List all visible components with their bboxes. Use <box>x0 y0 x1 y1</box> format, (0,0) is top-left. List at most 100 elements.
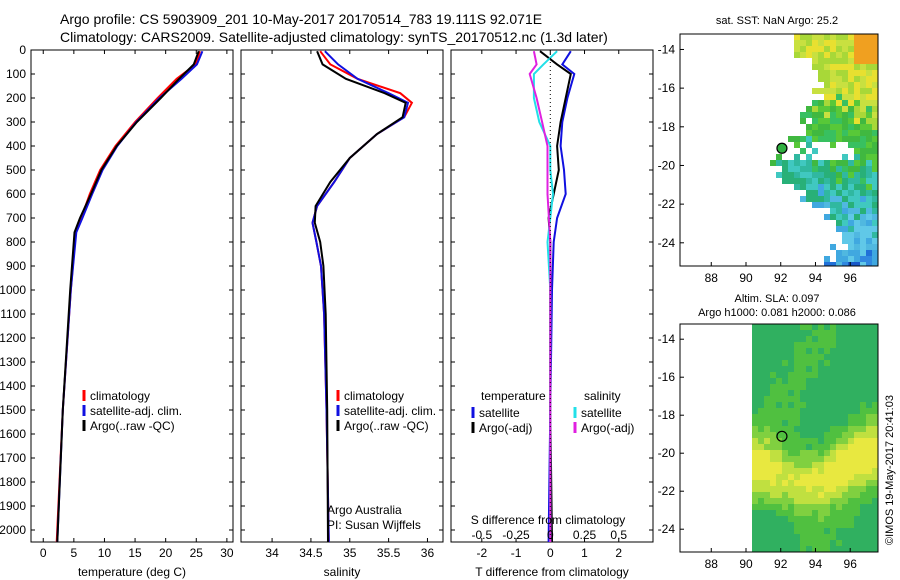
heatmap-cell <box>836 474 842 480</box>
heatmap-cell <box>818 100 824 106</box>
heatmap-cell <box>752 360 758 366</box>
heatmap-cell <box>800 136 806 142</box>
heatmap-cell <box>758 474 764 480</box>
y-tick-label: 1300 <box>0 355 26 369</box>
heatmap-cell <box>824 214 830 220</box>
heatmap-cell <box>776 330 782 336</box>
heatmap-cell <box>842 52 848 58</box>
heatmap-cell <box>854 504 860 510</box>
map-frame <box>679 323 879 553</box>
heatmap-cell <box>818 76 824 82</box>
heatmap-cell <box>830 426 836 432</box>
heatmap-cell <box>800 510 806 516</box>
legend-label: Argo(..raw -QC) <box>90 419 175 433</box>
heatmap-cell <box>854 214 860 220</box>
y-tick-label: 900 <box>6 259 26 273</box>
heatmap-cell <box>830 262 836 266</box>
heatmap-cell <box>854 238 860 244</box>
heatmap-cell <box>854 456 860 462</box>
heatmap-cell <box>776 324 782 330</box>
heatmap-cell <box>794 480 800 486</box>
y-tick-label: -18 <box>658 120 676 134</box>
heatmap-cell <box>854 516 860 522</box>
heatmap-cell <box>830 396 836 402</box>
heatmap-cell <box>752 330 758 336</box>
heatmap-cell <box>752 384 758 390</box>
plot-frame <box>240 49 444 543</box>
heatmap-cell <box>812 202 818 208</box>
heatmap-cell <box>806 324 812 330</box>
heatmap-cell <box>806 402 812 408</box>
heatmap-cell <box>806 360 812 366</box>
plot-frame <box>30 49 234 543</box>
heatmap-cell <box>842 166 848 172</box>
heatmap-cell <box>812 468 818 474</box>
heatmap-cell <box>866 522 872 528</box>
series-line-argo---raw--qc- <box>313 50 407 543</box>
map-title: sat. SST: NaN Argo: 25.2 <box>716 15 838 27</box>
heatmap-cell <box>872 354 878 360</box>
heatmap-cell <box>812 172 818 178</box>
heatmap-cell <box>842 190 848 196</box>
heatmap-cell <box>872 432 878 438</box>
heatmap-cell <box>752 450 758 456</box>
heatmap-cell <box>764 396 770 402</box>
heatmap-cell <box>806 390 812 396</box>
heatmap-cell <box>842 64 848 70</box>
heatmap-cell <box>848 40 854 46</box>
heatmap-cell <box>782 342 788 348</box>
x-tick-label: 34.5 <box>299 546 323 560</box>
heatmap-cell <box>836 336 842 342</box>
y-tick-label: -16 <box>658 81 676 95</box>
heatmap-cell <box>848 130 854 136</box>
heatmap-cell <box>776 456 782 462</box>
heatmap-cell <box>806 510 812 516</box>
legend-label: Argo(-adj) <box>581 421 634 435</box>
heatmap-cell <box>830 444 836 450</box>
heatmap-cell <box>764 348 770 354</box>
heatmap-cell <box>788 504 794 510</box>
heatmap-cell <box>848 450 854 456</box>
heatmap-cell <box>860 468 866 474</box>
heatmap-cell <box>842 336 848 342</box>
heatmap-cell <box>836 486 842 492</box>
heatmap-cell <box>872 528 878 534</box>
heatmap-cell <box>770 396 776 402</box>
heatmap-cell <box>806 498 812 504</box>
y-tick-label: 0 <box>19 43 26 57</box>
heatmap-cell <box>872 546 878 552</box>
heatmap-cell <box>842 378 848 384</box>
heatmap-cell <box>872 196 878 202</box>
heatmap-cell <box>848 256 854 262</box>
heatmap-cell <box>806 172 812 178</box>
heatmap-cell <box>818 52 824 58</box>
heatmap-cell <box>770 480 776 486</box>
heatmap-cell <box>866 486 872 492</box>
heatmap-cell <box>842 58 848 64</box>
heatmap-cell <box>866 480 872 486</box>
heatmap-cell <box>812 112 818 118</box>
heatmap-cell <box>794 372 800 378</box>
heatmap-cell <box>794 468 800 474</box>
heatmap-cell <box>860 214 866 220</box>
heatmap-cell <box>818 462 824 468</box>
heatmap-cell <box>782 178 788 184</box>
heatmap-cell <box>824 118 830 124</box>
heatmap-cell <box>794 510 800 516</box>
heatmap-cell <box>824 498 830 504</box>
heatmap-cell <box>860 546 866 552</box>
heatmap-cell <box>806 522 812 528</box>
heatmap-cell <box>770 432 776 438</box>
heatmap-cell <box>788 510 794 516</box>
heatmap-cell <box>812 396 818 402</box>
heatmap-cell <box>860 480 866 486</box>
heatmap-cell <box>842 46 848 52</box>
heatmap-cell <box>752 348 758 354</box>
heatmap-cell <box>752 432 758 438</box>
heatmap-cell <box>812 324 818 330</box>
heatmap-cell <box>866 196 872 202</box>
heatmap-cell <box>764 546 770 552</box>
heatmap-cell <box>872 342 878 348</box>
heatmap-cell <box>788 528 794 534</box>
heatmap-cell <box>848 70 854 76</box>
